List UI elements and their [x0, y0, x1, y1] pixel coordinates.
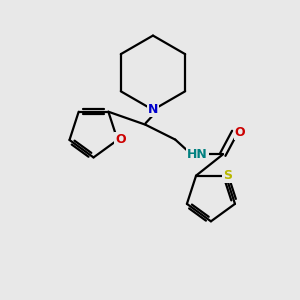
Text: O: O [235, 126, 245, 139]
Text: O: O [115, 134, 126, 146]
Text: S: S [223, 169, 232, 182]
Text: HN: HN [187, 148, 208, 161]
Text: N: N [148, 103, 158, 116]
